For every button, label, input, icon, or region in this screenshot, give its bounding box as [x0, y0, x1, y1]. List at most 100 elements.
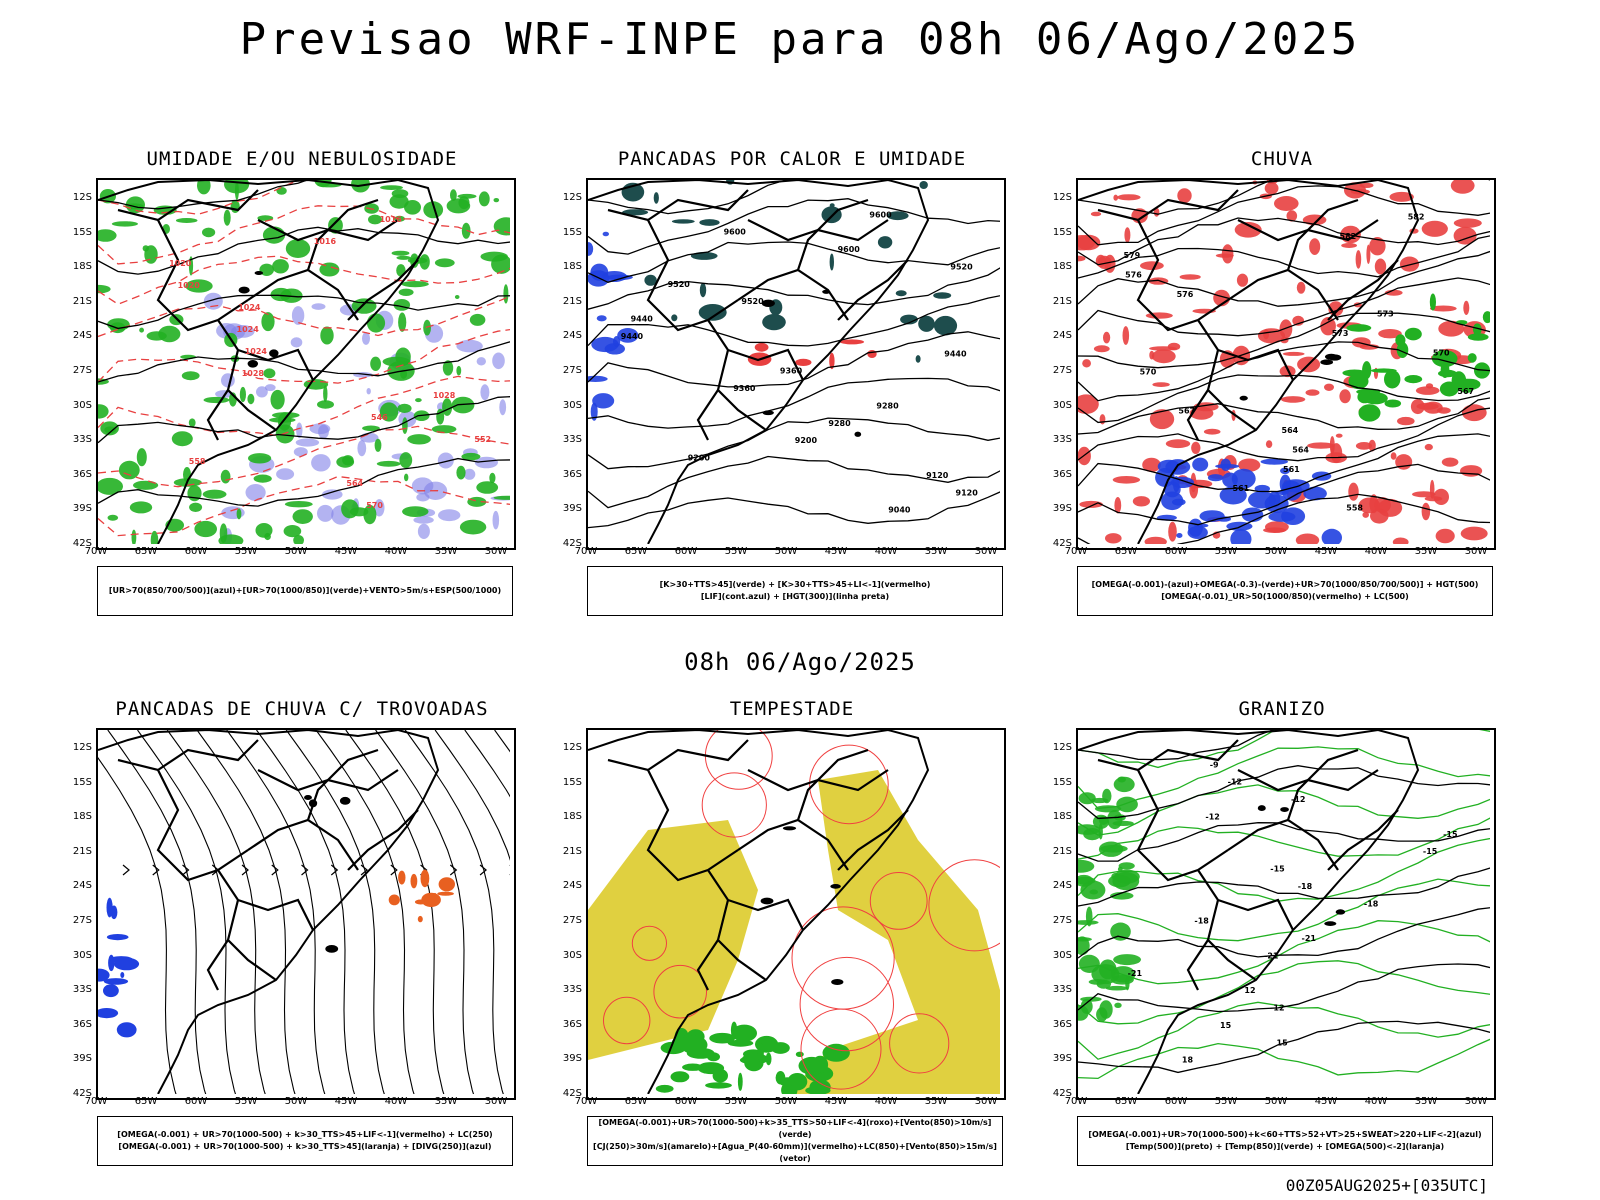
latitude-label: 36S — [562, 468, 582, 480]
contour-label: 1024 — [237, 325, 260, 334]
contour-label: 9600 — [724, 228, 747, 237]
longitude-label: 70W — [84, 1096, 108, 1107]
legend-line: [OMEGA(-0.001) + UR>70(1000-500) + k>30_… — [117, 1130, 493, 1139]
latitude-label: 36S — [72, 1018, 92, 1030]
longitude-label: 40W — [1364, 546, 1388, 557]
longitude-label: 30W — [974, 546, 998, 557]
latitude-label: 12S — [72, 742, 92, 753]
latitude-label: 30S — [72, 399, 92, 411]
contour-label: 558 — [189, 457, 206, 466]
latitude-label: 42S — [72, 1088, 92, 1099]
contour-label: 570 — [1140, 368, 1157, 377]
longitude-label: 35W — [434, 1096, 458, 1107]
mid-timestamp: 08h 06/Ago/2025 — [684, 648, 916, 676]
contour-label: 564 — [346, 479, 363, 488]
contour-label: 1020 — [169, 259, 192, 268]
contour-label: 552 — [474, 435, 491, 444]
latitude-label: 18S — [562, 261, 582, 273]
map-tempestade — [586, 728, 1006, 1100]
longitude-label: 35W — [434, 546, 458, 557]
latitude-label: 39S — [72, 1053, 92, 1065]
longitude-label: 50W — [774, 1096, 798, 1107]
longitude-label: 50W — [774, 546, 798, 557]
legend-line: [LIF](cont.azul) + [HGT(300)](linha pret… — [700, 592, 890, 601]
contour-label: -21 — [1302, 934, 1317, 943]
map-granizo: -9 -12 -12 -12 -15 -15 -15 -18 -18 -18 -21 -21 -21 12… — [1076, 728, 1496, 1100]
contour-label: 9520 — [741, 297, 764, 306]
latitude-label: 33S — [1052, 434, 1072, 446]
latitude-label: 33S — [1052, 984, 1072, 996]
latitude-label: 15S — [72, 776, 92, 788]
contour-label: 9040 — [888, 506, 911, 515]
longitude-label: 60W — [184, 1096, 208, 1107]
latitude-label: 15S — [562, 776, 582, 788]
latitude-label: 15S — [1052, 226, 1072, 238]
contour-label: 567 — [1178, 407, 1195, 416]
panel-title-granizo: GRANIZO — [1238, 698, 1326, 720]
contour-label: 573 — [1377, 310, 1394, 319]
longitude-label: 30W — [484, 546, 508, 557]
latitude-label: 21S — [562, 845, 582, 857]
latitude-label: 24S — [72, 330, 92, 342]
latitude-label: 18S — [72, 811, 92, 823]
latitude-label: 18S — [72, 261, 92, 273]
longitude-label: 55W — [1214, 1096, 1238, 1107]
panel-title-umidade: UMIDADE E/OU NEBULOSIDADE — [146, 148, 458, 170]
contour-label: -18 — [1364, 899, 1379, 908]
contour-label: -12 — [1228, 778, 1242, 787]
contour-label: 576 — [1125, 271, 1142, 280]
contour-label: 9360 — [780, 367, 803, 376]
contour-label: -15 — [1270, 865, 1285, 874]
legend-line: [OMEGA(-0.001)+UR>70(1000-500)+k>35_TTS>… — [598, 1118, 992, 1139]
longitude-label: 40W — [874, 1096, 898, 1107]
map-pancadas-calor: 9600 9600 9600 9520 9520 9520 9440 9440 9440 9360… — [586, 178, 1006, 550]
latitude-label: 21S — [562, 295, 582, 307]
contour-label: -18 — [1194, 917, 1209, 926]
latitude-label: 42S — [562, 1088, 582, 1099]
latitude-label: 27S — [1052, 915, 1072, 926]
contour-label: 1028 — [242, 369, 265, 378]
latitude-label: 36S — [1052, 1018, 1072, 1030]
panel-title-chuva: CHUVA — [1250, 148, 1314, 170]
longitude-label: 60W — [674, 1096, 698, 1107]
latitude-label: 42S — [1052, 538, 1072, 549]
longitude-label: 40W — [1364, 1096, 1388, 1107]
latitude-label: 30S — [562, 399, 582, 411]
latitude-label: 30S — [562, 949, 582, 961]
latitude-label: 24S — [562, 330, 582, 342]
contour-label: 9200 — [688, 454, 711, 463]
longitude-label: 60W — [1164, 546, 1188, 557]
legend-line: [OMEGA(-0.01)_UR>50(1000/850)(vermelho) … — [1161, 592, 1409, 601]
latitude-label: 27S — [72, 915, 92, 926]
longitude-label: 45W — [1314, 1096, 1338, 1107]
latitude-label: 18S — [562, 811, 582, 823]
latitude-label: 12S — [562, 742, 582, 753]
contour-label: 9440 — [621, 332, 644, 341]
longitude-label: 70W — [84, 546, 108, 557]
longitude-label: 45W — [334, 546, 358, 557]
latitude-label: 21S — [72, 845, 92, 857]
latitude-label: 15S — [72, 226, 92, 238]
contour-label: 12 — [1244, 986, 1255, 995]
longitude-label: 50W — [1264, 1096, 1288, 1107]
contour-label: 1016 — [314, 237, 337, 246]
latitude-label: 27S — [562, 365, 582, 376]
map-chuva: 582 582 579 576 576 573 573 570 570 567 567 564 564 5… — [1076, 178, 1496, 550]
map-canvas — [588, 730, 1000, 1094]
contour-label: 570 — [366, 501, 383, 510]
latitude-label: 33S — [562, 434, 582, 446]
longitude-label: 55W — [724, 1096, 748, 1107]
contour-label: 573 — [1332, 329, 1349, 338]
contour-label: 9440 — [944, 349, 967, 358]
longitude-label: 30W — [484, 1096, 508, 1107]
longitude-label: 40W — [384, 1096, 408, 1107]
longitude-label: 60W — [1164, 1096, 1188, 1107]
latitude-label: 39S — [562, 1053, 582, 1065]
latitude-label: 39S — [562, 503, 582, 515]
latitude-label: 30S — [72, 949, 92, 961]
contour-label: 9200 — [795, 436, 818, 445]
contour-label: 9600 — [838, 245, 861, 254]
legend-umidade: [UR>70(850/700/500)](azul)+[UR>70(1000/8… — [97, 566, 513, 616]
contour-label: -9 — [1210, 760, 1219, 769]
latitude-label: 42S — [72, 538, 92, 549]
